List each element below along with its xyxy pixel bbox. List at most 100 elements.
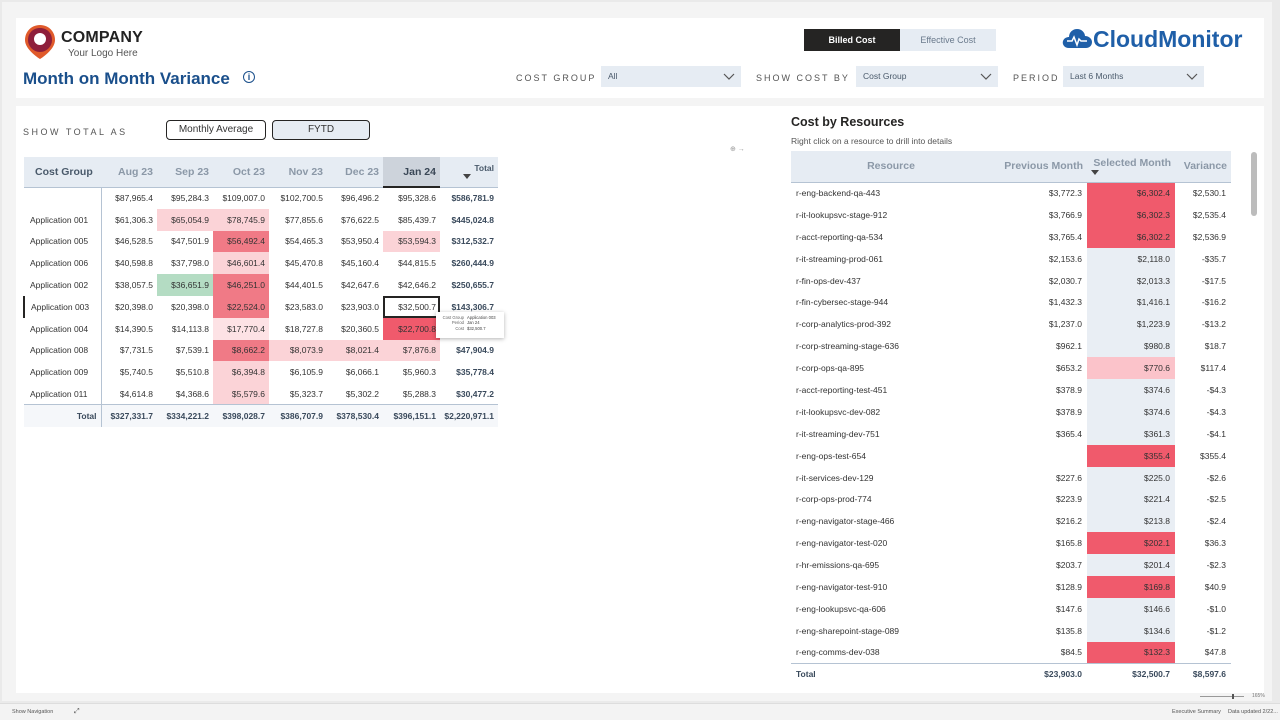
variance[interactable]: -$2.5 <box>1206 494 1226 505</box>
selected-month-cost[interactable]: $6,302.4 <box>1087 182 1175 204</box>
resource-name[interactable]: r-it-streaming-dev-751 <box>796 428 880 439</box>
resource-name[interactable]: r-eng-ops-test-654 <box>796 450 866 461</box>
matrix-row[interactable]: Application 005 $46,528.5 $47,501.9 $56,492… <box>24 230 498 253</box>
matrix-cell[interactable]: $45,470.8 <box>285 258 323 269</box>
resource-row[interactable]: r-it-lookupsvc-stage-912 $3,766.9 $6,302.3… <box>791 203 1231 226</box>
matrix-cell[interactable]: $87,965.4 <box>101 186 157 209</box>
resource-name[interactable]: r-eng-lookupsvc-qa-606 <box>796 603 886 614</box>
matrix-cell[interactable]: $46,528.5 <box>115 236 153 247</box>
previous-month-cost[interactable]: $3,765.4 <box>1048 231 1082 242</box>
resources-header-previous[interactable]: Previous Month <box>995 151 1087 183</box>
selected-month-cost[interactable]: $146.6 <box>1087 597 1175 620</box>
matrix-header-month[interactable]: Sep 23 <box>157 157 213 187</box>
matrix-cell[interactable]: $17,770.4 <box>213 317 269 340</box>
matrix-row-label[interactable]: Application 001 <box>24 208 102 231</box>
resource-row[interactable]: r-eng-lookupsvc-qa-606 $147.6 $146.6 -$1.0 <box>791 597 1231 620</box>
info-icon[interactable]: i <box>243 71 255 83</box>
matrix-row-total[interactable]: $445,024.8 <box>451 214 494 225</box>
resource-row[interactable]: r-fin-ops-dev-437 $2,030.7 $2,013.3 -$17.5 <box>791 269 1231 292</box>
variance[interactable]: -$4.3 <box>1206 406 1226 417</box>
matrix-cell[interactable]: $65,054.9 <box>157 208 213 231</box>
selected-month-cost[interactable]: $980.8 <box>1087 335 1175 358</box>
matrix-cell[interactable]: $7,539.1 <box>175 345 209 356</box>
previous-month-cost[interactable]: $653.2 <box>1056 363 1082 374</box>
matrix-cell[interactable]: $4,614.8 <box>119 388 153 399</box>
variance[interactable]: -$4.3 <box>1206 384 1226 395</box>
zoom-track[interactable] <box>1200 696 1244 697</box>
variance[interactable]: -$1.2 <box>1206 625 1226 636</box>
matrix-cell[interactable]: $4,368.6 <box>175 388 209 399</box>
matrix-cell[interactable]: $77,855.6 <box>285 214 323 225</box>
previous-month-cost[interactable]: $365.4 <box>1056 428 1082 439</box>
matrix-row-label[interactable]: Application 004 <box>24 317 102 340</box>
matrix-header-selected-month[interactable]: Jan 24 <box>383 157 440 188</box>
matrix-header-month[interactable]: Oct 23 <box>213 157 269 187</box>
matrix-cell[interactable]: $109,007.0 <box>213 186 269 209</box>
matrix-cell[interactable]: $14,390.5 <box>115 323 153 334</box>
matrix-cell[interactable]: $53,594.3 <box>383 230 440 253</box>
previous-month-cost[interactable]: $3,772.3 <box>1048 188 1082 199</box>
previous-month-cost[interactable]: $135.8 <box>1056 625 1082 636</box>
selected-month-cost[interactable]: $2,118.0 <box>1087 247 1175 270</box>
matrix-row-label[interactable] <box>24 186 102 209</box>
resource-row[interactable]: r-corp-ops-prod-774 $223.9 $221.4 -$2.5 <box>791 488 1231 511</box>
matrix-cell[interactable]: $23,903.0 <box>341 301 379 312</box>
matrix-cell[interactable]: $40,598.8 <box>115 258 153 269</box>
resource-row[interactable]: r-acct-reporting-test-451 $378.9 $374.6 -$4… <box>791 379 1231 401</box>
variance[interactable]: -$1.0 <box>1206 603 1226 614</box>
resource-row[interactable]: r-hr-emissions-qa-695 $203.7 $201.4 -$2.3 <box>791 554 1231 577</box>
matrix-row[interactable]: Application 004 $14,390.5 $14,113.8 $17,770… <box>24 317 498 340</box>
resource-name[interactable]: r-hr-emissions-qa-695 <box>796 560 880 571</box>
resource-row[interactable]: r-it-streaming-dev-751 $365.4 $361.3 -$4.1 <box>791 422 1231 445</box>
matrix-cell[interactable]: $22,524.0 <box>213 295 269 318</box>
matrix-row-label[interactable]: Application 003 <box>23 295 102 318</box>
variance[interactable]: $36.3 <box>1204 538 1226 549</box>
resource-row[interactable]: r-fin-cybersec-stage-944 $1,432.3 $1,416.1… <box>791 291 1231 314</box>
resource-row[interactable]: r-eng-comms-dev-038 $84.5 $132.3 $47.8 <box>791 641 1231 664</box>
selected-month-cost[interactable]: $169.8 <box>1087 576 1175 598</box>
fytd-button[interactable]: FYTD <box>272 120 370 140</box>
previous-month-cost[interactable]: $165.8 <box>1056 538 1082 549</box>
variance[interactable]: $2,536.9 <box>1192 231 1226 242</box>
matrix-cell[interactable]: $18,727.8 <box>285 323 323 334</box>
show-navigation-button[interactable]: Show Navigation <box>12 709 54 715</box>
matrix-cell[interactable]: $14,113.8 <box>171 323 209 334</box>
matrix-header-total[interactable]: Total <box>440 157 498 187</box>
matrix-row-total[interactable]: $143,306.7 <box>451 301 494 312</box>
matrix-row-label[interactable]: Application 009 <box>24 361 102 384</box>
previous-month-cost[interactable]: $203.7 <box>1056 560 1082 571</box>
selected-month-cost[interactable]: $134.6 <box>1087 619 1175 642</box>
matrix-cell[interactable]: $95,284.3 <box>157 186 213 209</box>
previous-month-cost[interactable]: $84.5 <box>1060 647 1082 658</box>
matrix-row[interactable]: Application 011 $4,614.8 $4,368.6 $5,579.6 $… <box>24 383 498 405</box>
resource-row[interactable]: r-eng-ops-test-654 $355.4 $355.4 <box>791 444 1231 467</box>
matrix-cell[interactable]: $5,288.3 <box>402 388 436 399</box>
matrix-row[interactable]: Application 003 $20,398.0 $20,398.0 $22,524… <box>23 295 498 318</box>
matrix-cell[interactable]: $95,328.6 <box>383 186 440 209</box>
matrix-row[interactable]: Application 009 $5,740.5 $5,510.8 $6,394.8 $… <box>24 361 498 384</box>
resources-table[interactable]: Resource Previous Month Selected Month V… <box>791 151 1231 684</box>
resources-header-variance[interactable]: Variance <box>1175 151 1231 183</box>
resource-name[interactable]: r-eng-comms-dev-038 <box>796 647 880 658</box>
matrix-cell[interactable]: $8,662.2 <box>213 339 269 362</box>
matrix-cell[interactable]: $5,323.7 <box>289 388 323 399</box>
matrix-row[interactable]: $87,965.4 $95,284.3 $109,007.0 $102,700.5 $9… <box>24 186 498 209</box>
matrix-cell[interactable]: $37,798.0 <box>171 258 209 269</box>
matrix-cell[interactable]: $20,398.0 <box>115 301 153 312</box>
previous-month-cost[interactable] <box>995 445 1087 467</box>
matrix-header-month[interactable]: Nov 23 <box>269 157 327 187</box>
selected-month-cost[interactable]: $201.4 <box>1087 554 1175 577</box>
matrix-cell[interactable]: $46,601.4 <box>213 252 269 275</box>
matrix-row[interactable]: Application 002 $38,057.5 $36,651.9 $46,251… <box>24 274 498 296</box>
matrix-cell[interactable]: $76,622.5 <box>341 214 379 225</box>
matrix-cell[interactable]: $5,579.6 <box>213 383 269 405</box>
selected-month-cost[interactable]: $355.4 <box>1087 444 1175 467</box>
variance[interactable]: $117.4 <box>1200 363 1226 374</box>
selected-month-cost[interactable]: $374.6 <box>1087 379 1175 401</box>
variance[interactable]: $18.7 <box>1204 341 1226 352</box>
matrix-cell[interactable]: $5,960.3 <box>402 367 436 378</box>
matrix-header-month[interactable]: Aug 23 <box>101 157 157 187</box>
resources-header-resource[interactable]: Resource <box>791 151 995 183</box>
resource-row[interactable]: r-corp-analytics-prod-392 $1,237.0 $1,223.… <box>791 313 1231 336</box>
expand-icon[interactable]: ⤢ <box>74 708 80 715</box>
